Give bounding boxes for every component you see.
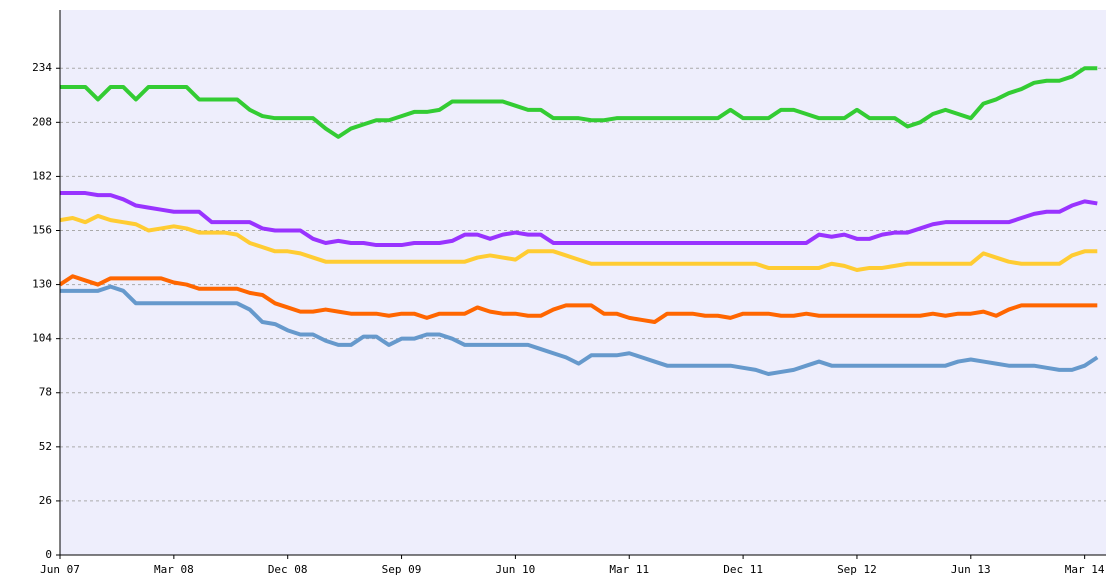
- y-tick-label: 52: [39, 440, 52, 453]
- x-tick-label: Sep 12: [837, 563, 877, 576]
- y-tick-label: 130: [32, 278, 52, 291]
- lines: [58, 66, 1099, 377]
- grid: [60, 67, 1106, 502]
- y-tick-label: 234: [32, 61, 52, 74]
- x-tick-label: Mar 08: [154, 563, 194, 576]
- x-tick-label: Jun 07: [40, 563, 80, 576]
- data-line: [60, 284, 1099, 377]
- y-tick-label: 0: [45, 548, 52, 561]
- x-tick-label: Mar 14: [1065, 563, 1105, 576]
- data-line: [60, 66, 1098, 139]
- y-tick-label: 208: [32, 115, 52, 128]
- data-line: [59, 213, 1098, 273]
- data-line: [60, 191, 1098, 248]
- plot-background: [60, 10, 1106, 555]
- y-tick-label: 156: [32, 223, 52, 236]
- x-tick-label: Dec 11: [723, 563, 763, 576]
- y-tick-label: 182: [32, 169, 52, 182]
- data-line: [58, 274, 1098, 325]
- y-tick-label: 26: [39, 494, 52, 507]
- y-tick-label: 104: [32, 332, 52, 345]
- axes: 0 26 52 78 104 130 156 182 208 234 Jun 07 Mar 08 Dec…: [32, 10, 1106, 576]
- x-tick-label: Sep 09: [382, 563, 422, 576]
- x-tick-label: Jun 10: [496, 563, 536, 576]
- x-tick-label: Dec 08: [268, 563, 308, 576]
- x-tick-label: Jun 13: [951, 563, 991, 576]
- x-tick-label: Mar 11: [609, 563, 649, 576]
- y-tick-label: 78: [39, 386, 52, 399]
